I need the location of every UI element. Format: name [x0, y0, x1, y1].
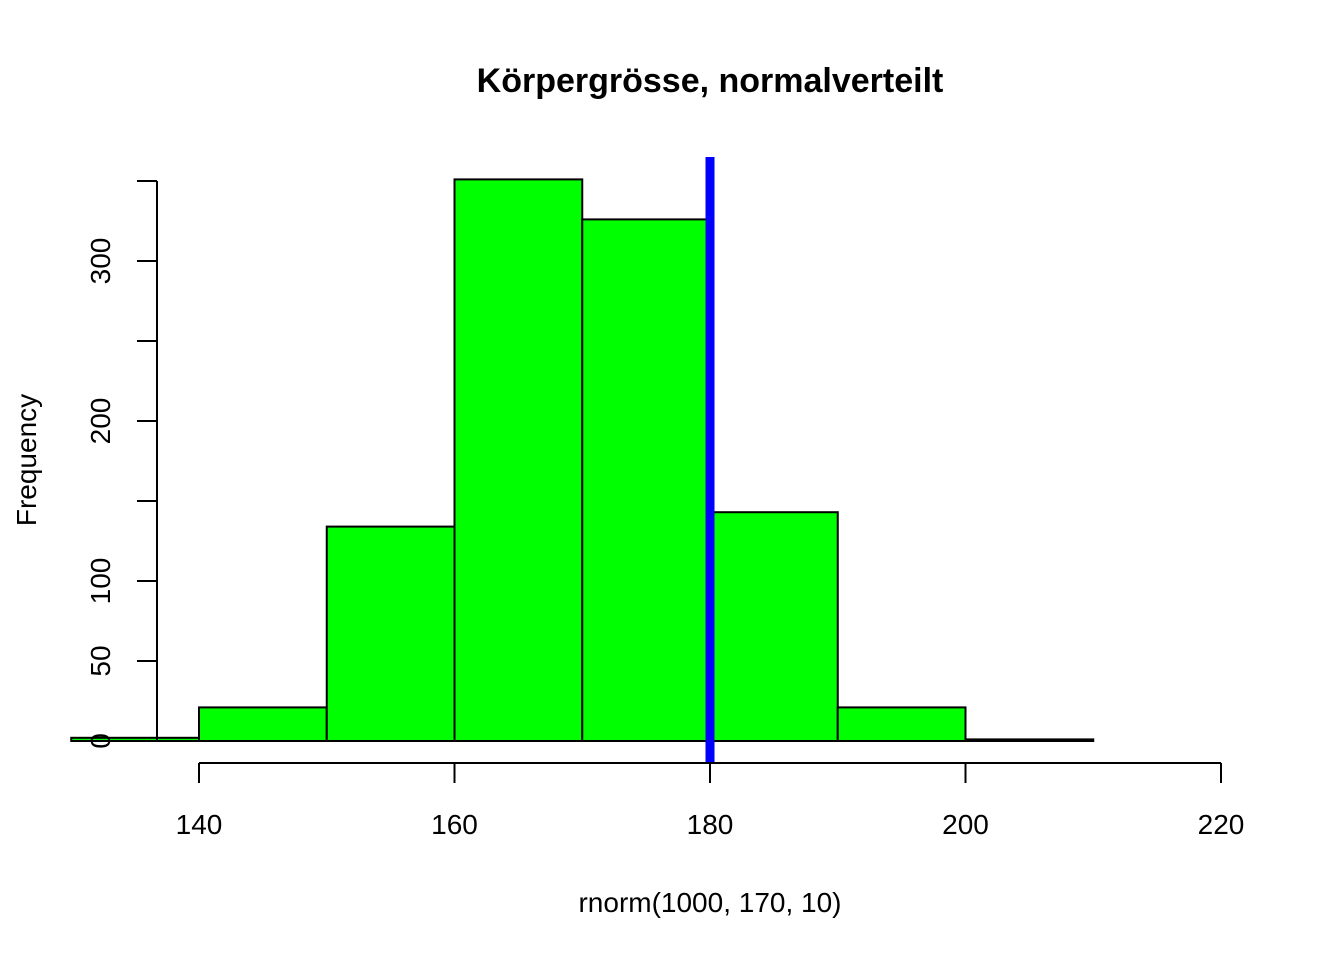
- x-axis: 140 160 180 200 220: [176, 762, 1245, 840]
- x-tick-label: 220: [1198, 809, 1245, 840]
- chart-title: Körpergrösse, normalverteilt: [477, 62, 944, 100]
- histogram-bar: [964, 738, 1095, 743]
- histogram-bar: [581, 218, 711, 742]
- x-tick-label: 200: [942, 809, 989, 840]
- y-tick-label: 100: [85, 558, 116, 605]
- histogram-bar: [198, 706, 328, 743]
- histogram-bar: [453, 178, 584, 742]
- x-tick-label: 180: [687, 809, 734, 840]
- histogram-bar: [709, 511, 839, 743]
- y-tick-label: 0: [85, 733, 116, 749]
- y-axis: 0 50 100 200 300: [85, 180, 158, 749]
- x-tick-label: 160: [431, 809, 478, 840]
- y-tick-label: 300: [85, 238, 116, 285]
- y-tick-label: 50: [85, 645, 116, 676]
- y-tick-label: 200: [85, 398, 116, 445]
- x-tick-label: 140: [176, 809, 223, 840]
- bars-group: [70, 178, 1095, 743]
- y-axis-label: Frequency: [11, 394, 42, 526]
- histogram-bar: [836, 706, 967, 743]
- x-axis-label: rnorm(1000, 170, 10): [578, 887, 841, 918]
- histogram-bar: [325, 525, 456, 742]
